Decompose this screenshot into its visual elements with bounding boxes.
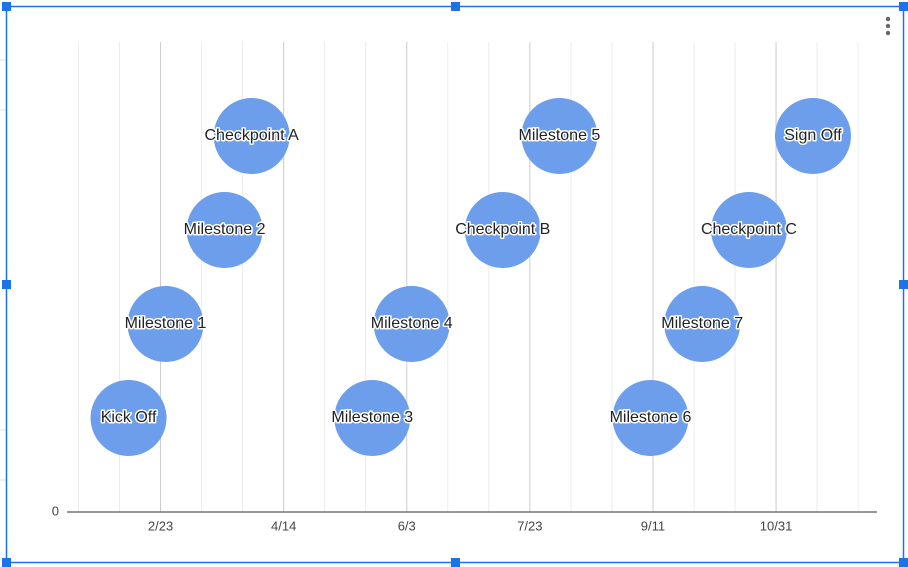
chart-frame[interactable] xyxy=(5,5,905,564)
bubble-label: Sign Off xyxy=(784,127,842,144)
x-tick-label: 7/23 xyxy=(517,518,542,533)
bubble xyxy=(612,380,689,456)
bubble xyxy=(664,286,741,362)
bubble xyxy=(464,192,541,268)
x-tick-label: 9/11 xyxy=(641,518,665,533)
bubble-label: Milestone 5 xyxy=(518,127,600,144)
bubble xyxy=(373,286,450,362)
bubble xyxy=(213,98,290,174)
bubble xyxy=(90,380,167,456)
bubble xyxy=(127,286,204,362)
bubble xyxy=(334,380,411,456)
x-tick-label: 2/23 xyxy=(148,518,173,533)
chart-menu[interactable] xyxy=(885,16,891,36)
bubble-label: Milestone 2 xyxy=(184,221,266,238)
bubble xyxy=(186,192,263,268)
bubble-label: Checkpoint B xyxy=(455,221,550,238)
x-tick-label: 10/31 xyxy=(760,518,793,533)
sheet-background xyxy=(0,59,6,481)
bubble-label: Milestone 6 xyxy=(610,409,692,426)
bubble xyxy=(774,98,851,174)
plot-area: 2/23 4/14 6/3 7/23 9/11 10/31 0 Kick Off Milesto… xyxy=(52,42,877,533)
bubble-label: Milestone 3 xyxy=(331,409,413,426)
bubble-label: Checkpoint A xyxy=(205,127,300,144)
bubble-label: Milestone 4 xyxy=(371,315,453,332)
bubble-label: Kick Off xyxy=(101,409,157,426)
bubble-label: Milestone 7 xyxy=(661,315,743,332)
bubble-label: Milestone 1 xyxy=(125,315,207,332)
x-tick-label: 6/3 xyxy=(398,518,416,533)
bubble xyxy=(521,98,598,174)
x-tick-label: 4/14 xyxy=(271,518,296,533)
y-tick-label: 0 xyxy=(52,503,59,518)
bubble xyxy=(710,192,787,268)
bubble-label: Checkpoint C xyxy=(701,221,797,238)
